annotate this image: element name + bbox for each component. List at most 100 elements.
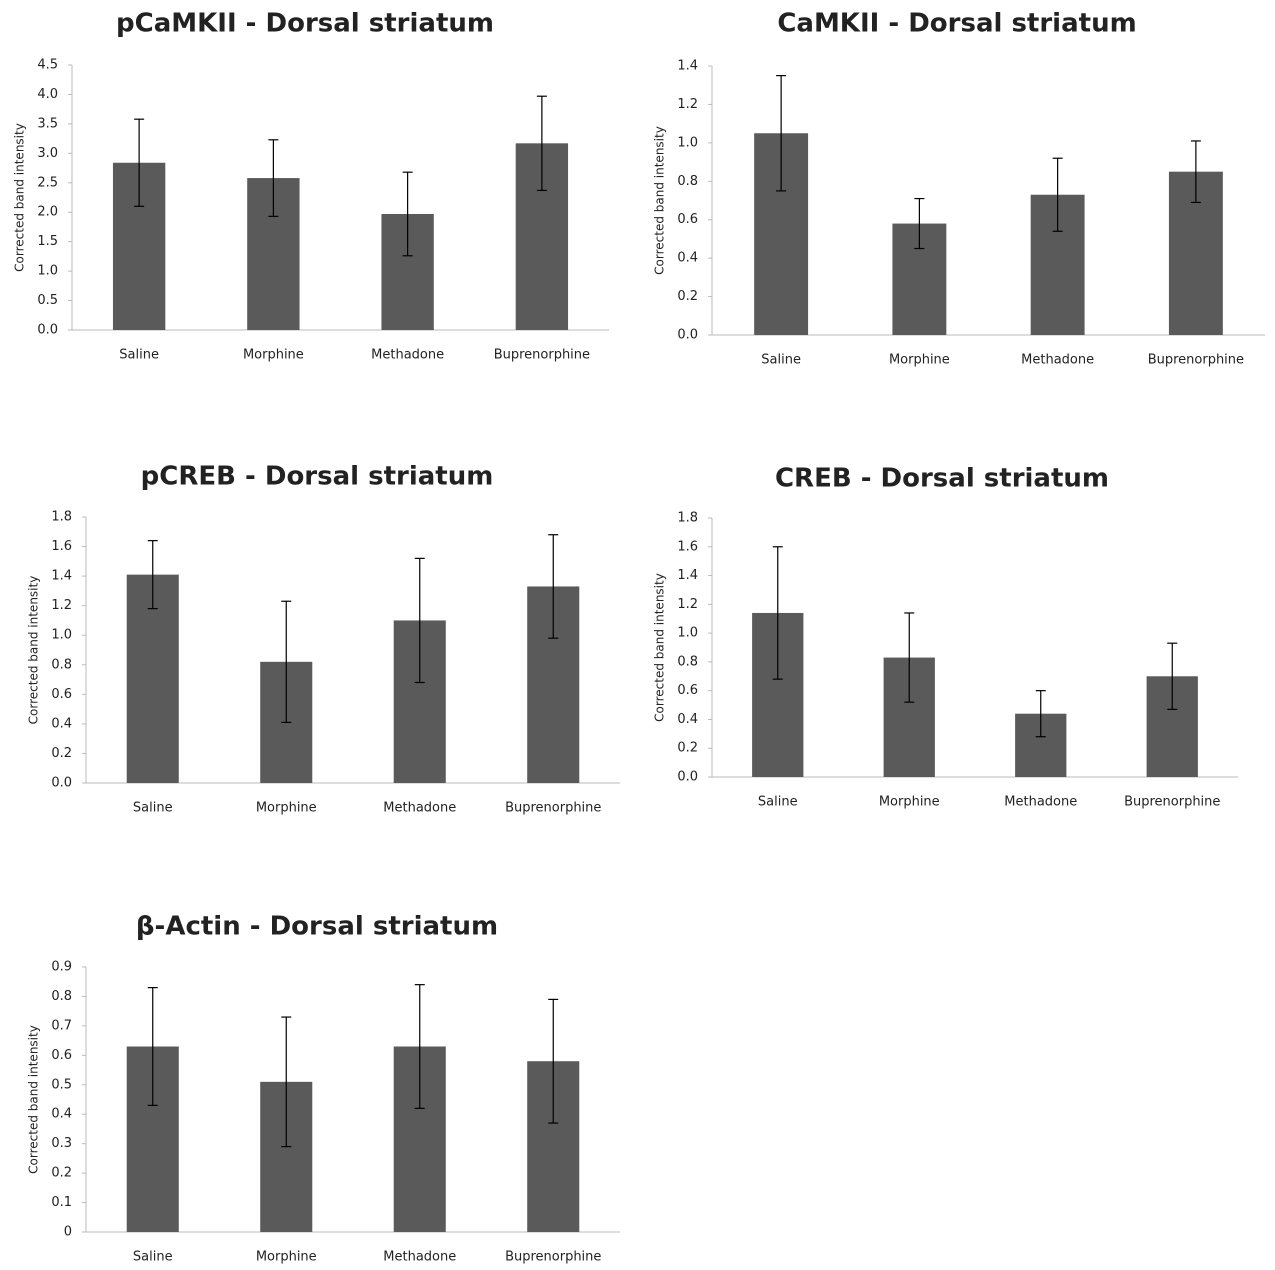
y-tick-label: 0.4 (677, 251, 698, 266)
chart-panel: pCaMKII - Dorsal striatum Corrected band … (13, 9, 609, 363)
y-tick-label: 1.6 (677, 539, 698, 554)
y-tick-label: 0 (64, 1225, 72, 1240)
y-tick-label: 1.2 (677, 597, 698, 612)
y-tick-label: 1.4 (51, 569, 72, 584)
chart-title: CaMKII - Dorsal striatum (777, 9, 1136, 39)
y-tick-label: 1.6 (51, 539, 72, 554)
y-tick-label: 0.0 (51, 776, 72, 791)
y-tick-label: 0.5 (37, 293, 58, 308)
y-tick-label: 1.0 (677, 135, 698, 150)
error-bar (147, 987, 158, 1106)
y-tick-label: 4.5 (37, 58, 58, 73)
x-tick-label: Buprenorphine (505, 1250, 601, 1265)
y-axis-label: Corrected band intensity (27, 1025, 41, 1174)
y-tick-label: 2.5 (37, 175, 58, 190)
error-bar (134, 118, 145, 207)
x-tick-label: Morphine (879, 795, 940, 810)
x-tick-label: Saline (133, 1250, 173, 1265)
x-tick-label: Buprenorphine (1124, 795, 1220, 810)
error-bar (1167, 642, 1178, 710)
y-tick-label: 0.8 (677, 174, 698, 189)
error-bar (268, 139, 279, 217)
y-tick-label: 0.0 (677, 770, 698, 785)
x-tick-label: Buprenorphine (494, 348, 590, 363)
y-tick-label: 1.2 (677, 97, 698, 112)
chart-panel: CaMKII - Dorsal striatum Corrected band i… (653, 9, 1265, 368)
error-bar (548, 998, 559, 1124)
error-bar (281, 600, 292, 724)
x-tick-label: Methadone (383, 801, 456, 816)
y-tick-label: 0.8 (51, 989, 72, 1004)
y-tick-label: 0.1 (51, 1195, 72, 1210)
y-tick-label: 0.8 (51, 657, 72, 672)
bar (126, 574, 179, 783)
y-tick-label: 1.4 (677, 59, 698, 74)
y-tick-label: 0.0 (37, 323, 58, 338)
x-tick-label: Saline (761, 353, 801, 368)
y-tick-label: 0.0 (677, 328, 698, 343)
y-tick-label: 0.3 (51, 1136, 72, 1151)
y-tick-label: 0.4 (677, 712, 698, 727)
y-tick-label: 4.0 (37, 87, 58, 102)
error-bar (281, 1016, 292, 1148)
y-tick-label: 0.2 (677, 289, 698, 304)
y-tick-label: 0.4 (51, 716, 72, 731)
y-tick-label: 0.2 (51, 1166, 72, 1181)
x-tick-label: Saline (119, 348, 159, 363)
x-tick-label: Morphine (243, 348, 304, 363)
y-tick-label: 1.8 (51, 510, 72, 525)
error-bar (414, 557, 425, 684)
y-axis-label: Corrected band intensity (13, 123, 27, 272)
chart-title: pCREB - Dorsal striatum (141, 462, 494, 492)
error-bar (1035, 690, 1046, 738)
x-tick-label: Methadone (1004, 795, 1077, 810)
error-bar (147, 540, 158, 610)
error-bar (548, 534, 559, 639)
y-tick-label: 0.4 (51, 1107, 72, 1122)
y-tick-label: 0.9 (51, 960, 72, 975)
chart-panel: CREB - Dorsal striatum Corrected band int… (653, 464, 1238, 810)
x-tick-label: Morphine (256, 1250, 317, 1265)
x-tick-label: Methadone (383, 1250, 456, 1265)
x-tick-label: Methadone (371, 348, 444, 363)
y-tick-label: 3.5 (37, 116, 58, 131)
y-tick-label: 0.8 (677, 654, 698, 669)
error-bar (776, 75, 787, 192)
x-tick-label: Saline (758, 795, 798, 810)
error-bar (536, 95, 547, 192)
y-axis-label: Corrected band intensity (653, 573, 667, 722)
error-bar (914, 197, 925, 250)
y-tick-label: 0.6 (677, 212, 698, 227)
y-tick-label: 0.2 (51, 746, 72, 761)
y-tick-label: 1.5 (37, 234, 58, 249)
y-tick-label: 0.6 (51, 687, 72, 702)
x-tick-label: Morphine (889, 353, 950, 368)
error-bar (402, 171, 413, 257)
y-tick-label: 0.6 (677, 683, 698, 698)
error-bar (414, 984, 425, 1109)
y-tick-label: 1.0 (677, 626, 698, 641)
y-tick-label: 3.0 (37, 146, 58, 161)
y-tick-label: 0.7 (51, 1018, 72, 1033)
chart-panel: β-Actin - Dorsal striatum Corrected band … (27, 912, 620, 1265)
x-tick-label: Saline (133, 801, 173, 816)
error-bar (1052, 157, 1063, 232)
error-bar (904, 612, 915, 703)
y-tick-label: 0.5 (51, 1077, 72, 1092)
y-axis-label: Corrected band intensity (653, 126, 667, 275)
y-tick-label: 1.2 (51, 598, 72, 613)
x-tick-label: Buprenorphine (505, 801, 601, 816)
error-bar (772, 546, 783, 680)
y-tick-label: 2.0 (37, 205, 58, 220)
y-tick-label: 1.0 (51, 628, 72, 643)
error-bar (1190, 140, 1201, 204)
y-tick-label: 1.0 (37, 264, 58, 279)
y-axis-label: Corrected band intensity (27, 576, 41, 725)
y-tick-label: 1.4 (677, 568, 698, 583)
x-tick-label: Morphine (256, 801, 317, 816)
chart-title: CREB - Dorsal striatum (775, 464, 1109, 494)
x-tick-label: Methadone (1021, 353, 1094, 368)
x-tick-label: Buprenorphine (1148, 353, 1244, 368)
y-tick-label: 0.2 (677, 741, 698, 756)
